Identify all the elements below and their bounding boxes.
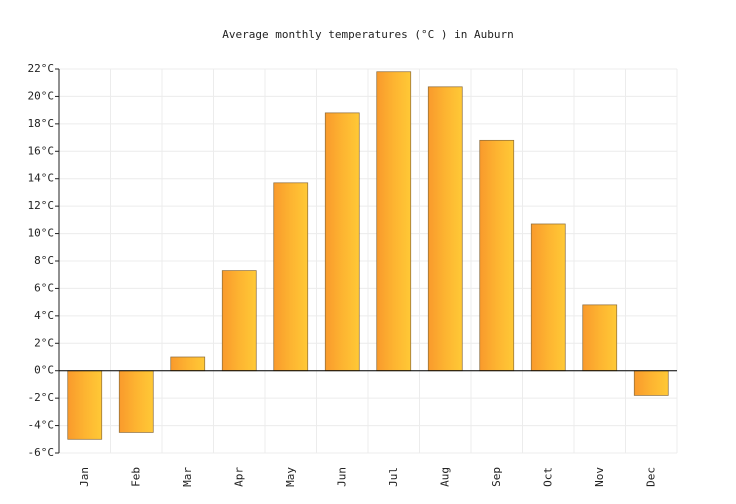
y-tick-label: 12°C xyxy=(28,199,55,212)
y-tick-label: 22°C xyxy=(28,62,55,75)
y-tick-label: 4°C xyxy=(34,309,54,322)
x-tick-label: Mar xyxy=(181,467,194,487)
y-tick-label: 2°C xyxy=(34,336,54,349)
y-tick-label: 0°C xyxy=(34,364,54,377)
bar xyxy=(530,223,566,372)
y-tick-label: -6°C xyxy=(28,446,55,459)
x-tick-label: Dec xyxy=(644,467,657,487)
y-tick-label: 14°C xyxy=(28,172,55,185)
y-tick-label: 20°C xyxy=(28,89,55,102)
x-tick-label: Feb xyxy=(129,467,142,487)
y-tick-label: 8°C xyxy=(34,254,54,267)
bar xyxy=(633,370,669,396)
x-tick-label: Oct xyxy=(541,467,554,487)
y-tick-label: 18°C xyxy=(28,117,55,130)
y-tick-label: -2°C xyxy=(28,391,55,404)
y-tick-label: 10°C xyxy=(28,227,55,240)
bar xyxy=(170,356,206,372)
bar xyxy=(582,304,618,372)
bar xyxy=(324,112,360,372)
x-tick-label: Jul xyxy=(387,467,400,487)
x-tick-label: Apr xyxy=(232,467,245,487)
bar xyxy=(376,71,412,372)
x-tick-label: Sep xyxy=(490,467,503,487)
x-tick-label: Jun xyxy=(335,467,348,487)
chart-title: Average monthly temperatures (°C ) in Au… xyxy=(222,28,513,41)
bar xyxy=(118,370,154,433)
x-tick-label: Nov xyxy=(593,467,606,487)
bar xyxy=(67,370,103,440)
bar xyxy=(273,182,309,372)
bar xyxy=(221,270,257,372)
y-tick-label: 16°C xyxy=(28,144,55,157)
bar xyxy=(479,139,515,372)
x-tick-label: Aug xyxy=(438,467,451,487)
bar xyxy=(427,86,463,372)
x-tick-label: Jan xyxy=(78,467,91,487)
y-tick-label: -4°C xyxy=(28,419,55,432)
y-tick-label: 6°C xyxy=(34,281,54,294)
x-tick-label: May xyxy=(284,467,297,487)
